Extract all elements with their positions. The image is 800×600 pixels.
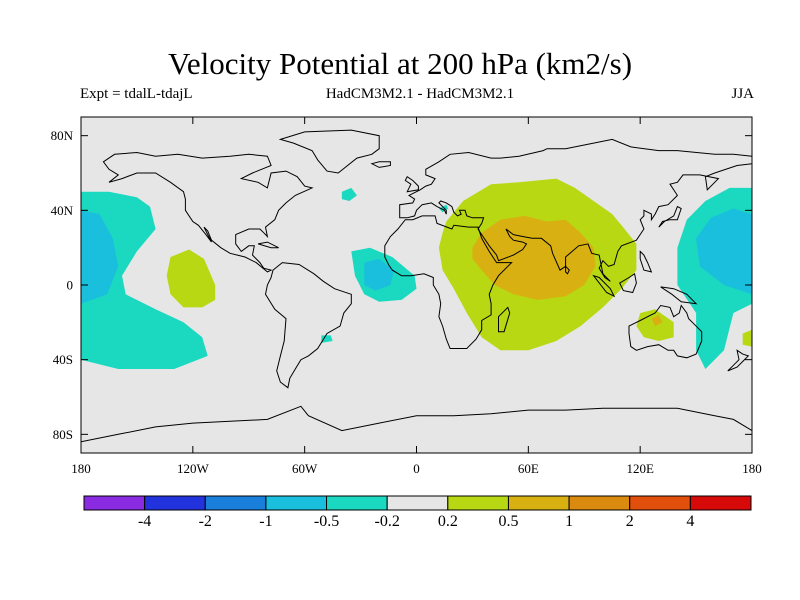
- coastline-north-america: [102, 151, 314, 273]
- x-tick-label: 180: [742, 461, 762, 476]
- coastline-philippines: [639, 250, 653, 273]
- contour-region-east-pacific-positive: [166, 249, 216, 308]
- colorbar-swatch: [326, 495, 388, 511]
- colorbar-label: 1: [565, 513, 573, 530]
- contour-region-australia-core: [651, 314, 663, 327]
- coastline-iceland: [370, 161, 391, 168]
- axis-ticks: [80, 117, 753, 453]
- coastline-south-america: [264, 262, 352, 389]
- colorbar-swatch: [265, 495, 328, 511]
- contour-region-arabia-india-core: [472, 215, 596, 300]
- x-tick-label: 60E: [518, 461, 539, 476]
- axis-tick-labels: 180 120W 60W 0 60E 120E 180 80N 40N 0 40S 80S: [51, 128, 762, 476]
- coastline-sri-lanka: [565, 265, 570, 275]
- contour-region-central-pacific-core: [81, 210, 119, 304]
- colorbar-swatch: [629, 495, 691, 511]
- colorbar-swatch: [689, 495, 752, 511]
- contour-fields: [81, 178, 752, 369]
- colorbar-label: -2: [199, 513, 212, 530]
- coastline-new-zealand: [727, 349, 750, 372]
- coastline-africa: [384, 215, 513, 349]
- experiment-label: Expt = tdalL-tdajL: [80, 86, 193, 102]
- colorbar-label: 0.5: [498, 513, 518, 530]
- coastline-madagascar: [498, 306, 511, 333]
- colorbar-label: -0.5: [314, 513, 339, 530]
- coastline-new-guinea: [660, 286, 698, 305]
- y-tick-label: 80N: [51, 128, 74, 143]
- contour-region-west-pacific-core: [696, 208, 752, 295]
- coastline-britain: [404, 175, 419, 193]
- colorbar-label: 4: [686, 513, 694, 530]
- coastline-japan: [658, 205, 682, 228]
- coastline-antarctica: [81, 405, 752, 453]
- contour-region-north-atlantic-negative: [341, 187, 357, 201]
- colorbar-swatch: [568, 495, 631, 511]
- colorbar-label: -4: [138, 513, 151, 530]
- colorbar: -4 -2 -1 -0.5 -0.2 0.2 0.5 1 2 4: [83, 495, 752, 530]
- y-tick-label: 40S: [53, 352, 73, 367]
- model-label: HadCM3M2.1 - HadCM3M2.1: [325, 86, 515, 102]
- x-tick-label: 120W: [177, 461, 210, 476]
- contour-region-south-pacific-positive-east: [742, 329, 752, 347]
- coastline-sumatra: [592, 274, 616, 298]
- coastline-borneo: [619, 272, 637, 294]
- x-tick-label: 60W: [292, 461, 318, 476]
- colorbar-swatch: [386, 495, 449, 511]
- contour-region-central-pacific-negative: [81, 191, 208, 369]
- colorbar-swatch: [144, 495, 206, 511]
- contour-region-atlantic-core: [364, 258, 395, 291]
- coastlines: [81, 129, 752, 453]
- colorbar-swatch: [204, 495, 267, 511]
- x-tick-label: 0: [413, 461, 420, 476]
- season-label: JJA: [731, 86, 754, 102]
- y-tick-label: 80S: [53, 427, 73, 442]
- coastline-eurasia: [399, 138, 752, 282]
- x-tick-label: 120E: [626, 461, 654, 476]
- coastline-greenland: [278, 129, 380, 174]
- contour-region-mediterranean-negative: [438, 204, 449, 213]
- y-tick-label: 0: [67, 278, 74, 293]
- colorbar-swatch: [447, 495, 509, 511]
- y-tick-label: 40N: [51, 203, 74, 218]
- colorbar-label: 0.2: [438, 513, 458, 530]
- coastline-cuba: [257, 241, 279, 249]
- x-tick-label: 180: [71, 461, 91, 476]
- chart-title: Velocity Potential at 200 hPa (km2/s): [167, 46, 633, 81]
- colorbar-label: 2: [626, 513, 634, 530]
- colorbar-label: -1: [259, 513, 272, 530]
- colorbar-swatch: [507, 495, 570, 511]
- coastline-australia: [628, 304, 703, 359]
- colorbar-swatch: [83, 495, 146, 511]
- colorbar-label: -0.2: [375, 513, 400, 530]
